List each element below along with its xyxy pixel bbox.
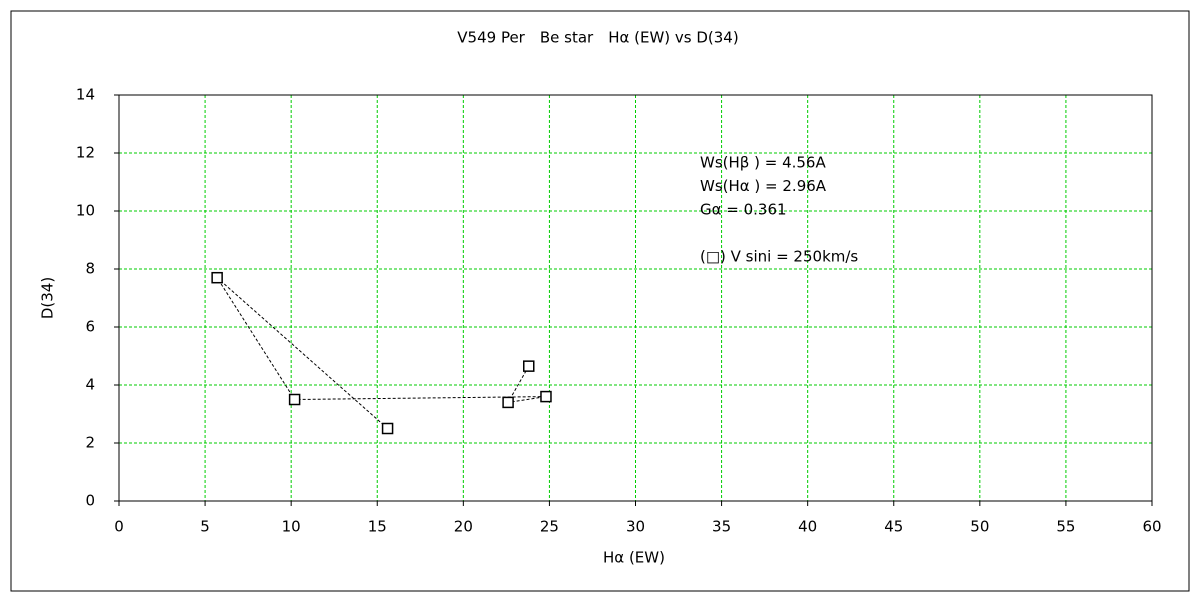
point	[288, 393, 301, 406]
x-tick-label: 30	[626, 518, 645, 536]
x-tick-label: 50	[970, 518, 989, 536]
x-tick-label: 40	[798, 518, 817, 536]
x-tick-label: 45	[884, 518, 903, 536]
annotation: (□) V sini = 250km/s	[700, 248, 858, 266]
point	[523, 360, 535, 372]
x-tick-label: 35	[712, 518, 731, 536]
y-tick-label: 12	[76, 144, 95, 162]
annotation: Gα = 0.361	[700, 201, 787, 219]
point	[540, 390, 552, 403]
point	[211, 271, 223, 284]
x-tick-label: 5	[200, 518, 210, 536]
y-tick-label: 4	[85, 376, 95, 394]
y-tick-label: 14	[76, 86, 95, 104]
x-axis-label: Hα (EW)	[603, 549, 665, 567]
x-tick-label: 15	[368, 518, 387, 536]
y-tick-label: 2	[85, 434, 95, 452]
y-axis-label: D(34)	[39, 277, 57, 319]
point	[502, 396, 514, 409]
x-tick-label: 20	[454, 518, 473, 536]
x-tick-label: 0	[114, 518, 124, 536]
y-tick-label: 6	[85, 318, 95, 336]
x-tick-label: 25	[540, 518, 559, 536]
x-tick-label: 60	[1142, 518, 1161, 536]
x-tick-label: 55	[1056, 518, 1075, 536]
chart-title: V549 Per Be star Hα (EW) vs D(34)	[457, 29, 738, 47]
y-tick-label: 8	[85, 260, 95, 278]
y-tick-label: 10	[76, 202, 95, 220]
chart-border	[10, 10, 1190, 592]
annotation: Ws(Hα ) = 2.96A	[700, 177, 827, 195]
plot-frame	[118, 94, 1153, 502]
x-tick-label: 10	[282, 518, 301, 536]
y-tick-label: 0	[85, 492, 95, 510]
annotation: Ws(Hβ ) = 4.56A	[700, 154, 826, 172]
series-line	[216, 277, 547, 429]
point	[381, 422, 394, 435]
